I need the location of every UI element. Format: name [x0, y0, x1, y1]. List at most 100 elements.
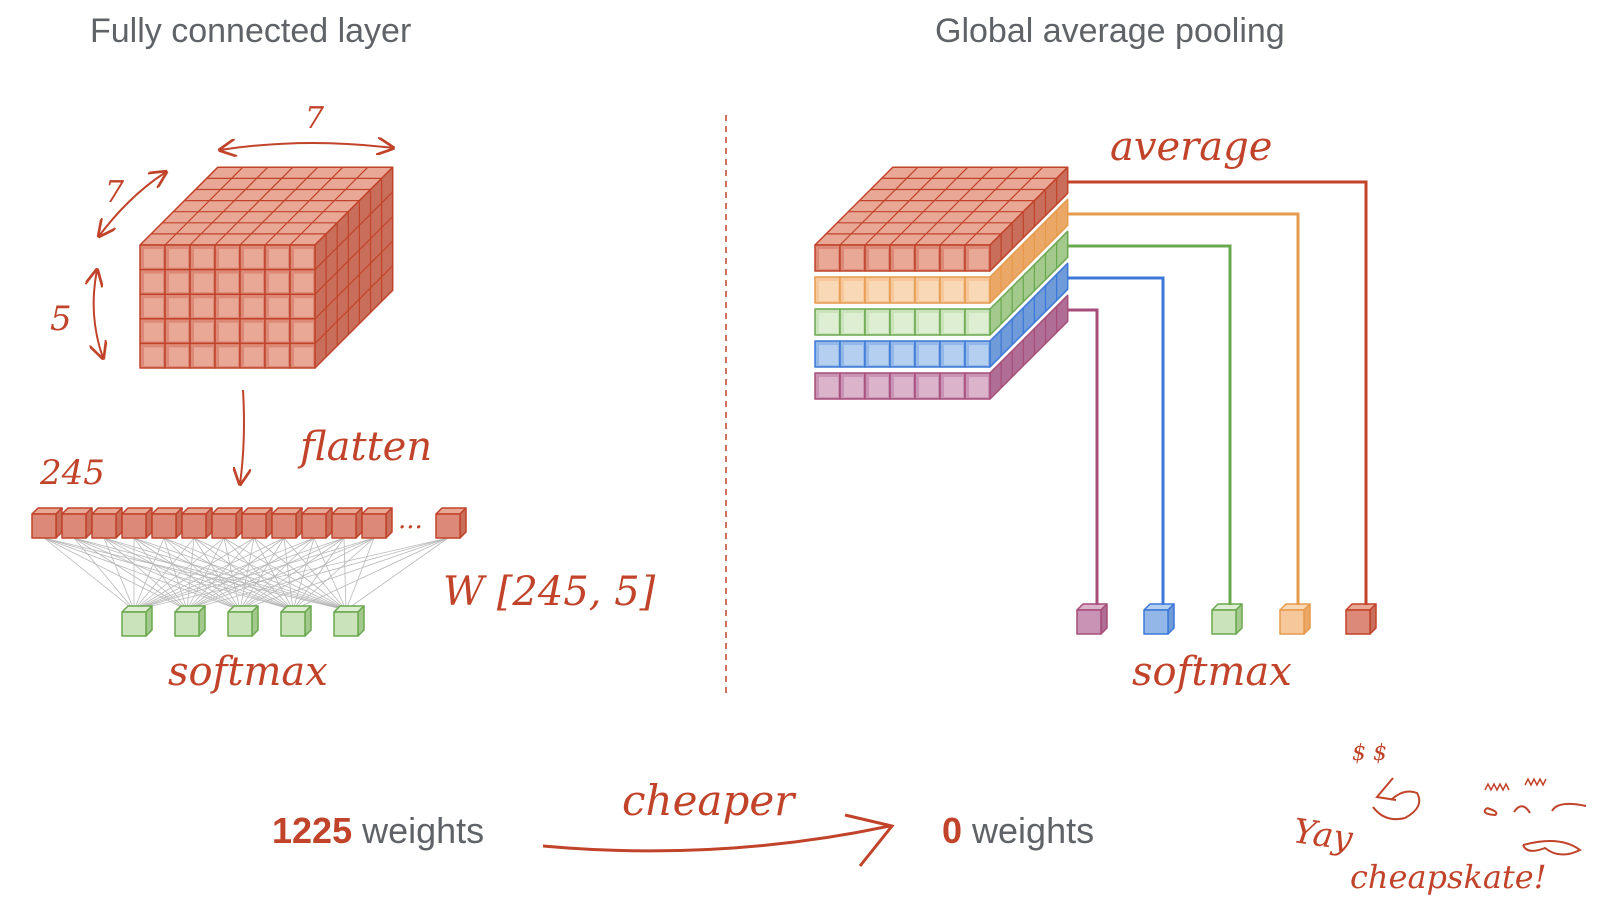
feature-map-cube-cell-highlight	[144, 322, 163, 342]
feature-map-cube-top-gridline	[264, 166, 344, 246]
channel-orange-cell-highlight	[919, 281, 938, 301]
feature-map-cube-side-gridline	[314, 191, 394, 271]
channel-purple-cell-highlight	[944, 377, 963, 397]
fc-weight-line	[133, 537, 188, 611]
channel-orange	[814, 198, 1069, 304]
feature-map-cube-cell-highlight	[144, 298, 163, 317]
gap-softmax-unit-red-front	[1345, 609, 1371, 635]
fc-weight-unit: weights	[361, 810, 484, 851]
feature-map-cube-top-gridline	[239, 166, 319, 246]
fc-softmax-unit-side	[251, 605, 259, 637]
grumpy-face-doodle	[1483, 802, 1587, 856]
feature-map-cube-cell-highlight	[244, 322, 263, 342]
channel-orange-cell-highlight	[844, 281, 863, 301]
fc-softmax-unit-side	[304, 605, 312, 637]
fc-weight-line	[186, 537, 195, 611]
angry-eyebrows-doodle	[1484, 777, 1547, 792]
fc-weight-line	[133, 537, 375, 611]
flattened-unit-front	[361, 513, 387, 539]
flatten-arrow	[240, 389, 244, 484]
feature-map-cube-cell-highlight	[294, 322, 313, 342]
fc-weight-line	[103, 537, 188, 611]
channel-red-cell-highlight	[969, 249, 988, 269]
fc-weight-line	[73, 537, 347, 611]
feature-map-cube-cell-highlight	[169, 298, 188, 317]
channel-blue-cell-highlight	[919, 345, 938, 365]
feature-map-cube-cell-highlight	[194, 347, 213, 366]
gap-softmax-unit-orange-side	[1303, 603, 1311, 635]
fc-weight-line	[133, 537, 315, 611]
fc-weight-line	[345, 537, 375, 611]
channel-orange-cell-highlight	[869, 281, 888, 301]
channel-blue-cell-highlight	[944, 345, 963, 365]
flattened-unit-side	[459, 507, 467, 539]
gap-softmax-unit-blue-front	[1143, 609, 1169, 635]
flatten-count: 245	[39, 453, 105, 493]
feature-map-cube-cell-highlight	[169, 347, 188, 366]
fc-weight-line	[133, 537, 255, 611]
fc-weight-line	[186, 537, 255, 611]
fc-weight-summary: 1225 weights	[272, 810, 484, 851]
feature-map-cube-cell-highlight	[219, 322, 238, 342]
flattened-unit-side	[85, 507, 93, 539]
feature-map-cube-cell-highlight	[219, 347, 238, 366]
fc-weight-line	[223, 537, 294, 611]
depth-arrow	[99, 172, 166, 236]
fc-weight-line	[313, 537, 347, 611]
fc-weight-line	[253, 537, 347, 611]
left-title: Fully connected layer	[90, 12, 411, 50]
fc-softmax-unit-front	[121, 611, 147, 637]
channel-red-top-gridline	[864, 166, 944, 246]
gap-softmax-unit-green-side	[1235, 603, 1243, 635]
fc-weight-line	[43, 537, 347, 611]
left-softmax-label: softmax	[168, 649, 328, 695]
channel-green-cell-highlight	[869, 313, 888, 333]
fc-weight-line	[163, 537, 241, 611]
fc-weight-line	[133, 537, 345, 611]
average-label: average	[1110, 124, 1272, 170]
flattened-unit-front	[211, 513, 237, 539]
fc-weight-line	[43, 537, 241, 611]
right-title: Global average pooling	[935, 12, 1285, 50]
ellipsis: ...	[398, 505, 423, 535]
fc-weight-line	[133, 537, 449, 611]
feature-map-cube-cell-highlight	[244, 298, 263, 317]
average-line-orange	[1068, 212, 1300, 605]
channel-red-top-gridline	[889, 166, 969, 246]
gap-softmax-unit-blue-side	[1167, 603, 1175, 635]
flattened-unit-front	[31, 513, 57, 539]
feature-map-cube-cell-highlight	[169, 322, 188, 342]
feature-map-cube-side-gridline	[314, 240, 394, 320]
cube-layer	[31, 166, 1377, 637]
flattened-unit-front	[181, 513, 207, 539]
fc-weight-line	[163, 537, 294, 611]
average-line-red	[1068, 180, 1368, 605]
channel-green-cell-highlight	[919, 313, 938, 333]
feature-map-cube-cell-highlight	[219, 298, 238, 317]
fc-weight-count: 1225	[272, 810, 352, 851]
fc-weight-line	[133, 537, 195, 611]
cheaper-arrowhead	[844, 813, 895, 867]
fc-weight-line	[73, 537, 294, 611]
flattened-unit-front	[301, 513, 327, 539]
flattened-unit-front	[121, 513, 147, 539]
fc-softmax-unit-side	[198, 605, 206, 637]
channel-purple-cell-highlight	[844, 377, 863, 397]
feature-map-cube-cell-highlight	[219, 249, 238, 268]
gap-softmax-unit-purple-side	[1100, 603, 1108, 635]
dim-height-label: 5	[50, 299, 72, 339]
channel-purple-cell-highlight	[894, 377, 913, 397]
flattened-unit-side	[385, 507, 393, 539]
fc-weight-line	[163, 537, 188, 611]
channel-red-cell-highlight	[919, 249, 938, 269]
feature-map-cube-cell-highlight	[144, 273, 163, 293]
fc-softmax-unit-front	[333, 611, 359, 637]
feature-map-cube-cell-highlight	[194, 298, 213, 317]
average-line-green	[1068, 244, 1232, 605]
fc-weight-line	[223, 537, 241, 611]
fc-weight-line	[283, 537, 347, 611]
average-line-blue	[1068, 276, 1165, 605]
feature-map-cube-top-gridline	[289, 166, 369, 246]
fc-weight-line	[292, 537, 315, 611]
feature-map-cube-cell-highlight	[294, 249, 313, 268]
